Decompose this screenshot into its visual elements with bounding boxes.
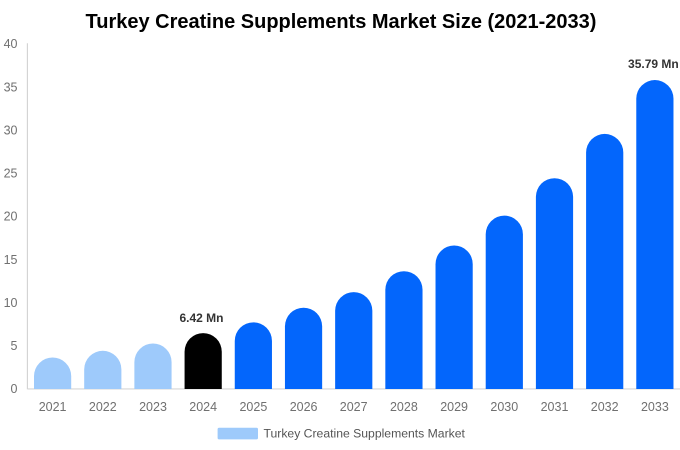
svg-text:2026: 2026: [290, 400, 318, 414]
svg-text:0: 0: [11, 382, 18, 396]
svg-text:35: 35: [4, 80, 18, 94]
svg-text:2021: 2021: [39, 400, 67, 414]
svg-text:6.42 Mn: 6.42 Mn: [179, 311, 223, 325]
svg-text:20: 20: [4, 210, 18, 224]
svg-text:15: 15: [4, 253, 18, 267]
svg-text:2031: 2031: [541, 400, 569, 414]
svg-text:2032: 2032: [591, 400, 619, 414]
svg-text:2033: 2033: [641, 400, 669, 414]
svg-text:35.79 Mn: 35.79 Mn: [628, 57, 679, 71]
svg-text:2023: 2023: [139, 400, 167, 414]
svg-text:40: 40: [4, 37, 18, 51]
svg-text:2024: 2024: [189, 400, 217, 414]
svg-text:Turkey Creatine Supplements Ma: Turkey Creatine Supplements Market: [264, 426, 466, 440]
svg-text:Turkey Creatine Supplements Ma: Turkey Creatine Supplements Market Size …: [86, 11, 597, 33]
svg-text:2022: 2022: [89, 400, 117, 414]
svg-text:5: 5: [11, 339, 18, 353]
svg-text:30: 30: [4, 124, 18, 138]
svg-text:2027: 2027: [340, 400, 368, 414]
svg-text:10: 10: [4, 296, 18, 310]
svg-text:2029: 2029: [440, 400, 468, 414]
svg-text:2028: 2028: [390, 400, 418, 414]
svg-text:2030: 2030: [490, 400, 518, 414]
svg-text:25: 25: [4, 167, 18, 181]
svg-text:2025: 2025: [239, 400, 267, 414]
